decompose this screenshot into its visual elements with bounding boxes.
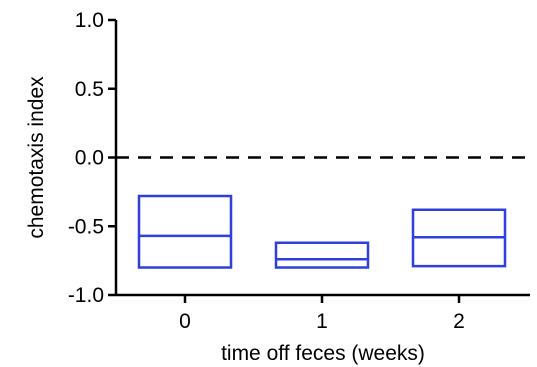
y-axis: 1.0 0.5 0.0 -0.5 -1.0 [68, 9, 118, 307]
x-axis-title: time off feces (weeks) [221, 342, 425, 365]
box-iqr [137, 194, 233, 269]
boxes [137, 194, 507, 269]
x-tick-label: 2 [453, 310, 465, 333]
y-axis-title: chemotaxis index [25, 76, 48, 239]
y-tick-label: -0.5 [68, 215, 104, 238]
y-tick-label: -1.0 [68, 284, 104, 307]
y-tick-label: 0.0 [75, 147, 104, 170]
y-tick-label: 0.5 [75, 78, 104, 101]
y-tick-label: 1.0 [75, 9, 104, 32]
x-axis: 0 1 2 [116, 293, 530, 333]
x-tick-label: 1 [316, 310, 328, 333]
x-tick-label: 0 [179, 310, 191, 333]
box-iqr [274, 241, 370, 269]
